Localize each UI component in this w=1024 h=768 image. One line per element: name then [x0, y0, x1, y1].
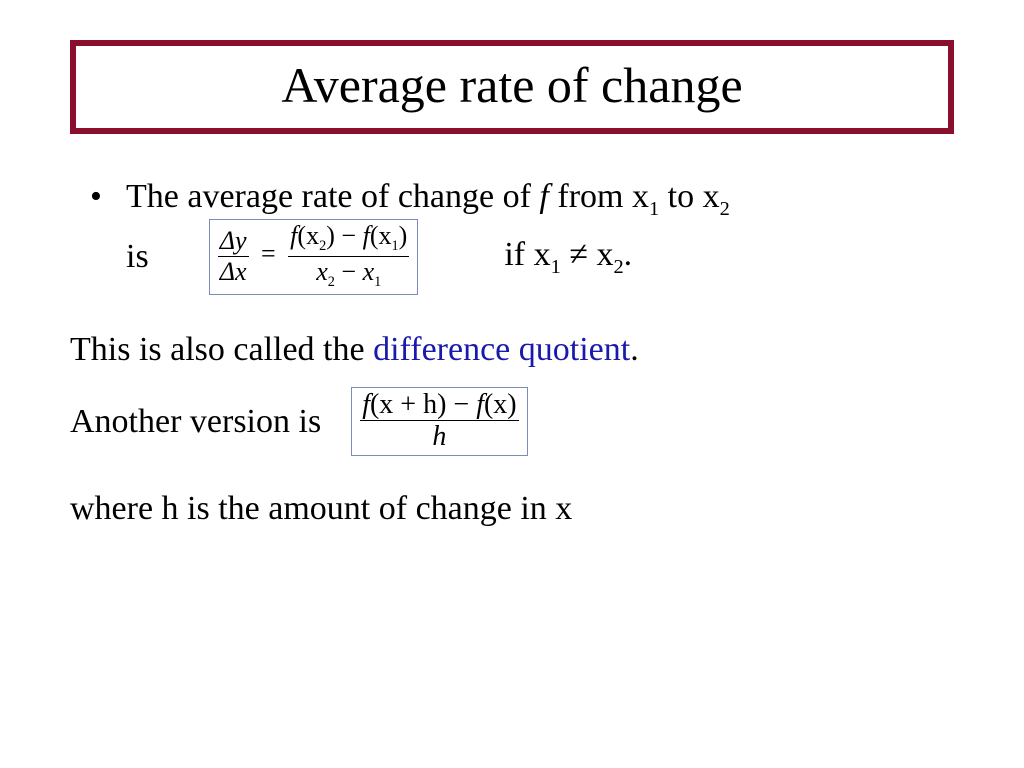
- paren: ): [399, 221, 408, 250]
- formula-line-1: is Δy Δx = f(x2) − f(x1) x2 − x1: [98, 219, 954, 294]
- subscript-1: 1: [649, 198, 659, 220]
- line-another-version: Another version is f(x + h) − f(x) h: [70, 387, 954, 457]
- paren: (x: [297, 221, 319, 250]
- text: x: [596, 236, 613, 273]
- not-equal: ≠: [561, 236, 597, 273]
- fraction-fx: f(x2) − f(x1) x2 − x1: [288, 222, 409, 289]
- f-italic: f: [539, 178, 548, 215]
- line-where-h: where h is the amount of change in x: [70, 486, 954, 532]
- slide: Average rate of change The average rate …: [0, 0, 1024, 592]
- paren: (x: [370, 221, 392, 250]
- delta-x: Δx: [220, 257, 247, 286]
- x: x: [316, 257, 328, 286]
- title-box: Average rate of change: [70, 40, 954, 134]
- text: This is also called the: [70, 331, 373, 368]
- paren-x: (x): [484, 389, 517, 420]
- f: f: [476, 389, 484, 420]
- text: to x: [659, 178, 719, 215]
- delta-y: Δy: [220, 226, 247, 255]
- formula-box-1: Δy Δx = f(x2) − f(x1) x2 − x1: [209, 219, 419, 294]
- sub1: 1: [374, 274, 381, 290]
- sub1: 1: [391, 239, 398, 255]
- minus: −: [335, 257, 363, 286]
- equals-sign: =: [261, 239, 276, 268]
- text: if x: [504, 236, 550, 273]
- h: h: [432, 421, 446, 452]
- text: .: [630, 331, 639, 368]
- fraction-dy-dx: Δy Δx: [218, 227, 249, 285]
- period: .: [624, 236, 633, 273]
- text: The average rate of change of: [126, 178, 539, 215]
- slide-title: Average rate of change: [96, 60, 928, 110]
- fraction-fxh: f(x + h) − f(x) h: [360, 390, 518, 452]
- highlight-term: difference quotient: [373, 331, 630, 368]
- text: from x: [549, 178, 649, 215]
- minus: −: [335, 221, 363, 250]
- text: Another version is: [70, 399, 321, 445]
- sub1: 1: [551, 256, 561, 278]
- paren-xh: (x + h) −: [370, 389, 476, 420]
- subscript-2: 2: [720, 198, 730, 220]
- paren: ): [326, 221, 335, 250]
- f: f: [363, 221, 370, 250]
- f: f: [362, 389, 370, 420]
- text-is: is: [126, 234, 149, 280]
- line-difference-quotient: This is also called the difference quoti…: [70, 327, 954, 373]
- formula-box-2: f(x + h) − f(x) h: [351, 387, 527, 457]
- sub2: 2: [328, 274, 335, 290]
- x: x: [363, 257, 375, 286]
- bullet-line-1: The average rate of change of f from x1 …: [98, 174, 954, 223]
- sub2: 2: [613, 256, 623, 278]
- if-text: if x1 ≠ x2.: [504, 232, 632, 281]
- slide-content: The average rate of change of f from x1 …: [70, 174, 954, 532]
- text: where h is the amount of change in x: [70, 490, 572, 527]
